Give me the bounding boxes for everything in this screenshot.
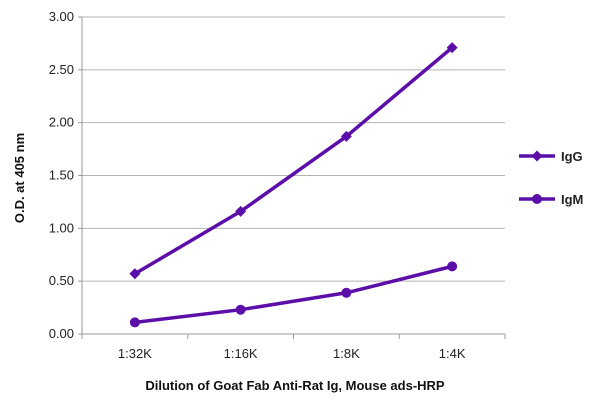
series-group — [129, 42, 458, 328]
x-tick-label: 1:4K — [439, 346, 466, 361]
data-point-igm — [129, 317, 140, 328]
y-axis-title: O.D. at 405 nm — [12, 133, 27, 223]
data-point-igm — [447, 261, 458, 272]
axes — [78, 16, 506, 339]
y-tick-label: 2.00 — [49, 115, 74, 130]
y-tick-label: 0.50 — [49, 273, 74, 288]
legend-label-igm: IgM — [561, 192, 583, 207]
y-tick-label: 1.50 — [49, 168, 74, 183]
series-line-igg — [133, 46, 454, 276]
y-tick-label: 2.50 — [49, 62, 74, 77]
data-point-igg — [446, 42, 458, 54]
y-tick-label: 3.00 — [49, 9, 74, 24]
legend: IgG IgM — [519, 149, 583, 207]
legend-label-igg: IgG — [561, 149, 583, 164]
data-point-igg — [235, 205, 247, 217]
data-point-igg — [129, 268, 141, 280]
x-tick-label: 1:16K — [224, 346, 258, 361]
legend-marker-igm — [532, 194, 542, 204]
x-tick-label: 1:32K — [118, 346, 152, 361]
legend-marker-igg — [531, 150, 543, 162]
x-tick-label: 1:8K — [333, 346, 360, 361]
data-point-igg — [340, 130, 352, 142]
x-tick-labels: 1:32K 1:16K 1:8K 1:4K — [118, 346, 466, 361]
data-point-igm — [341, 287, 352, 298]
y-tick-labels: 0.00 0.50 1.00 1.50 2.00 2.50 3.00 — [49, 9, 74, 341]
y-tick-label: 0.00 — [49, 326, 74, 341]
series-line-igm — [134, 264, 453, 325]
y-tick-label: 1.00 — [49, 220, 74, 235]
x-axis-title: Dilution of Goat Fab Anti-Rat Ig, Mouse … — [145, 378, 445, 393]
data-point-igm — [235, 304, 246, 315]
